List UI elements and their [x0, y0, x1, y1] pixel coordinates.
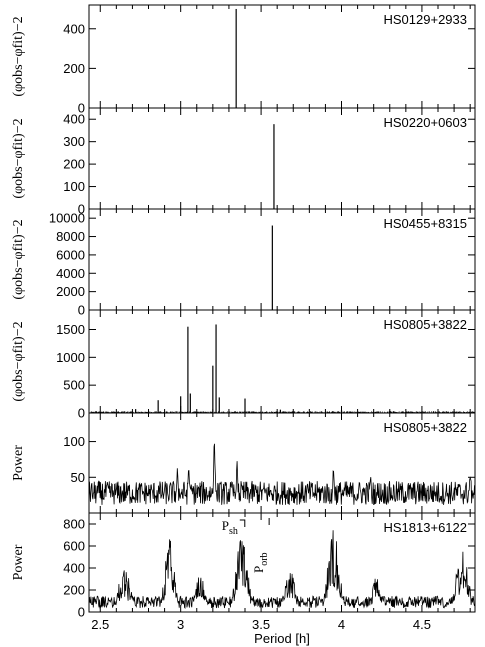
annotation-psh: Psh — [222, 518, 238, 537]
y-axis-label: Power — [11, 544, 26, 580]
y-tick-label: 0 — [78, 406, 85, 421]
y-tick-label: 10000 — [49, 211, 85, 226]
y-tick-label: 100 — [63, 434, 85, 449]
panel-frame — [88, 512, 476, 613]
annotation-bracket — [239, 519, 246, 527]
y-axis-label: (φobs−φfit)−2 — [11, 118, 26, 198]
y-tick-label: 1500 — [56, 322, 85, 337]
power-series — [88, 530, 475, 610]
y-tick-label: 300 — [63, 134, 85, 149]
series — [88, 124, 476, 209]
x-axis-label: Period [h] — [254, 631, 310, 646]
panel-label: HS1813+6122 — [384, 520, 468, 535]
x-tick-label: 4 — [338, 617, 345, 632]
x-tick-label: 2.5 — [91, 617, 109, 632]
panel-label: HS0129+2933 — [384, 12, 468, 27]
series — [88, 225, 476, 310]
y-tick-label: 400 — [63, 561, 85, 576]
y-tick-label: 0 — [78, 101, 85, 116]
panel-label: HS0805+3822 — [384, 317, 468, 332]
panel-3: 0 2000 4000 6000 8000 10000 HS0455+8315 (φobs−φ… — [11, 208, 476, 318]
y-tick-label: 500 — [63, 378, 85, 393]
y-axis-label: Power — [11, 445, 26, 481]
panel-label: HS0805+3822 — [384, 420, 468, 435]
y-tick-label: 400 — [63, 112, 85, 127]
y-tick-label: 600 — [63, 539, 85, 554]
y-tick-label: 400 — [63, 21, 85, 36]
y-tick-label: 1000 — [56, 350, 85, 365]
y-axis-label: (φobs−φfit)−2 — [11, 16, 26, 96]
x-tick-label: 4.5 — [413, 617, 431, 632]
y-tick-label: 200 — [63, 583, 85, 598]
panel-label: HS0220+0603 — [384, 115, 468, 130]
y-tick-label: 2000 — [56, 284, 85, 299]
panel-1: 0 200 400 HS0129+2933 (φobs−φfit)−2 — [11, 4, 476, 116]
series — [88, 324, 476, 413]
panel-5: 50 100 HS0805+3822 Power — [11, 412, 476, 514]
y-tick-label: 200 — [63, 61, 85, 76]
y-tick-label: 800 — [63, 517, 85, 532]
annotation-porb: Porb — [251, 552, 270, 573]
series — [88, 443, 475, 506]
series — [88, 530, 475, 610]
y-tick-label: 200 — [63, 157, 85, 172]
y-tick-label: 0 — [78, 303, 85, 318]
y-tick-label: 0 — [78, 605, 85, 620]
y-tick-label: 100 — [63, 179, 85, 194]
y-tick-label: 4000 — [56, 266, 85, 281]
y-tick-label: 0 — [78, 202, 85, 217]
y-axis-label: (φobs−φfit)−2 — [11, 219, 26, 299]
x-tick-label: 3.5 — [252, 617, 270, 632]
y-tick-label: 8000 — [56, 229, 85, 244]
panel-4: 0 500 1000 1500 HS0805+3822 (φobs−φfit)−2 — [11, 309, 476, 421]
panel-2: 0 100 200 300 400 HS0220+0603 (φobs−φfit)−2 — [11, 107, 476, 217]
y-tick-label: 6000 — [56, 247, 85, 262]
x-tick-label: 3 — [177, 617, 184, 632]
y-axis-label: (φobs−φfit)−2 — [11, 321, 26, 401]
panel-6: 0 200 400 600 800 HS1813+6122 Power 2.5 3 3.5 4 4.5… — [11, 512, 476, 646]
panel-label: HS0455+8315 — [384, 216, 468, 231]
y-tick-label: 50 — [71, 470, 85, 485]
power-series — [88, 443, 475, 506]
